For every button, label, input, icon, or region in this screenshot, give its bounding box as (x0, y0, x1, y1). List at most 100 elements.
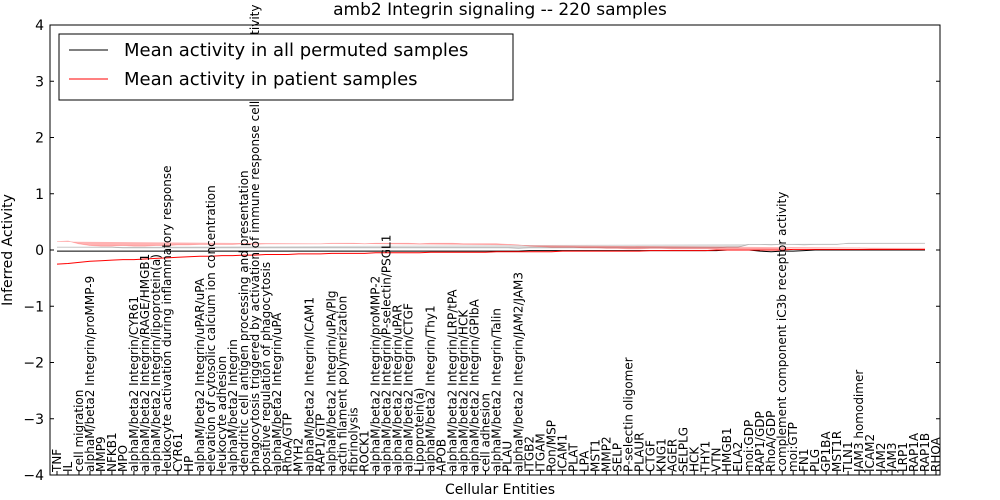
x-tick-label: PLAT (566, 443, 580, 472)
x-tick-label: CTGF (643, 440, 657, 472)
x-tick-label: RAP1A (907, 432, 921, 472)
y-tick-label: −2 (23, 356, 44, 372)
line-series-2 (56, 248, 925, 265)
x-tick-label: KNG1 (654, 438, 668, 472)
x-tick-label: Ron/MSP (544, 420, 558, 472)
x-tick-label: ROCK1 (358, 430, 372, 472)
band-series-1 (57, 242, 925, 249)
x-tick-label: JAM3 (885, 442, 899, 473)
legend-label-1: Mean activity in all permuted samples (124, 40, 468, 61)
x-tick-label: TLN1 (841, 441, 855, 473)
x-tick-label: RAP1/GTP (314, 414, 328, 472)
x-tick-label: CYR61 (171, 433, 185, 472)
x-tick-label: P-selectin oligomer (621, 357, 635, 472)
x-tick-label: alphaM/beta2 Integrin/CTGF (402, 303, 416, 472)
x-axis-label: Cellular Entities (445, 482, 555, 498)
x-tick-label: actin filament polymerization (336, 296, 350, 472)
x-tick-label: PLAU (501, 441, 515, 472)
x-tick-label: MYH2 (292, 438, 306, 472)
confidence-bands (56, 240, 925, 250)
line-series-1 (57, 249, 925, 253)
x-tick-label: MST1R (830, 431, 844, 472)
x-tick-label: THY1 (698, 441, 712, 473)
x-tick-label: HCK (687, 446, 701, 472)
legend-label-2: Mean activity in patient samples (124, 69, 418, 90)
x-tick-label: LRP1 (896, 442, 910, 472)
x-tick-label: FN1 (797, 448, 811, 472)
x-tick-label: ELA2 (731, 442, 745, 472)
x-tick-label: alphaM/beta2 Integrin/Talin (490, 308, 504, 472)
x-tick-label: alphaM/beta2 Integrin/uPAR (391, 304, 405, 472)
x-tick-label: VTN (709, 447, 723, 472)
x-tick-label: ITGAM (534, 433, 548, 472)
x-tick-label: dendritic cell antigen processing and pr… (237, 170, 251, 472)
x-tick-label: fibrinolysis (347, 407, 361, 472)
x-tick-label: leukocyte adhesion (215, 356, 229, 472)
y-tick-label: 2 (35, 131, 44, 147)
x-tick-label: TNF (50, 449, 64, 473)
x-tick-label: RhoA/GDP (764, 411, 778, 472)
x-tick-label: alphaM/beta2 Integrin/Thy1 (424, 305, 438, 472)
x-tick-label: alphaM/beta2 Integrin/HCK (457, 309, 471, 472)
legend-box (58, 33, 514, 101)
y-tick-label: −1 (23, 299, 44, 315)
x-tick-label: alphaM/beta2 Integrin/uPAR/uPA (193, 277, 207, 472)
x-tick-label: alphaM/beta2 Integrin/uPA/Plg (325, 291, 339, 472)
y-axis-label: Inferred Activity (0, 194, 16, 306)
x-tick-label: alphaM/beta2 Integrin/RAGE/HMGB1 (138, 254, 152, 472)
x-tick-label: Lipoprotein(a) (413, 388, 427, 472)
x-tick-label: moi:GTP (786, 422, 800, 472)
x-tick-label: IL (61, 461, 75, 472)
x-tick-label: RAP1B (918, 433, 932, 472)
x-tick-label: JAM2 (874, 442, 888, 473)
y-tick-label: 0 (35, 243, 44, 259)
x-tick-label: MST1 (588, 439, 602, 472)
x-tick-label: moi:GDP (742, 420, 756, 472)
x-tick-label: RAP1/GDP (753, 411, 767, 472)
plot-frame (49, 24, 941, 476)
x-tick-label: SELPLG (676, 427, 690, 472)
x-tick-label: phagocytosis triggered by activation of … (248, 5, 262, 472)
x-tick-label: alphaM/beta2 Integrin/ICAM1 (303, 297, 317, 472)
band-series-2 (56, 240, 925, 250)
x-tick-label: elevation of cytosolic calcium ion conce… (204, 185, 218, 472)
x-tick-label: complement component iC3b receptor activ… (775, 192, 789, 472)
series-lines (56, 248, 925, 265)
legend: Mean activity in all permuted samples Mea… (58, 33, 514, 101)
x-tick-label: alphaM/beta2 Integrin/P-selectin/PSGL1 (380, 235, 394, 472)
x-tick-label: alphaM/beta2 Integrin/proMMP-2 (369, 276, 383, 472)
x-tick-label: alphaM/beta2 Integrin/CYR61 (127, 296, 141, 472)
x-tick-label: alphaM/beta2 Integrin/JAM2/JAM3 (512, 272, 526, 472)
x-tick-label: ICAM2 (863, 434, 877, 472)
x-tick-label: RHOA (929, 436, 943, 472)
x-tick-label: MMP9 (94, 436, 108, 472)
x-tick-label: MPO (116, 445, 130, 472)
x-tick-label: PLG (808, 449, 822, 472)
x-tick-label: alphaM/beta2 Integrin/lipoprotein(a) (149, 254, 163, 472)
x-tick-label: RhoA/GTP (281, 413, 295, 472)
y-tick-label: 1 (35, 187, 44, 203)
x-tick-label: GP1BA (819, 431, 833, 472)
x-tick-label: JAM3 homodimer (852, 370, 866, 473)
x-tick-label: alphaM/beta2 Integrin/GPIbA (468, 298, 482, 472)
x-tick-label: cell migration (72, 390, 86, 472)
chart-title: amb2 Integrin signaling -- 220 samples (333, 0, 667, 20)
x-tick-label: PLAUR (632, 432, 646, 472)
x-tick-label: alphaM/beta2 Integrin/LRP/tPA (446, 289, 460, 472)
x-tick-label: cell adhesion (479, 393, 493, 472)
y-tick-label: 4 (35, 18, 44, 34)
x-tick-label: ICAM1 (555, 434, 569, 472)
x-tick-label: LPA (577, 450, 591, 472)
x-tick-label: leukocyte activation during inflammatory… (160, 165, 174, 472)
y-axis: −4 −3 −2 −1 0 1 2 3 4 (23, 18, 940, 484)
x-tick-label: AGER (665, 439, 679, 472)
x-tick-label: SELP (610, 443, 624, 472)
x-tick-label: HP (182, 456, 196, 472)
x-tick-label: NFKB1 (105, 432, 119, 472)
x-tick-label: alphaM/beta2 Integrin/uPA (270, 312, 284, 472)
x-tick-label: positive regulation of phagocytosis (259, 262, 273, 472)
x-tick-label: ITGB2 (523, 436, 537, 472)
x-tick-label: APOB (435, 439, 449, 472)
